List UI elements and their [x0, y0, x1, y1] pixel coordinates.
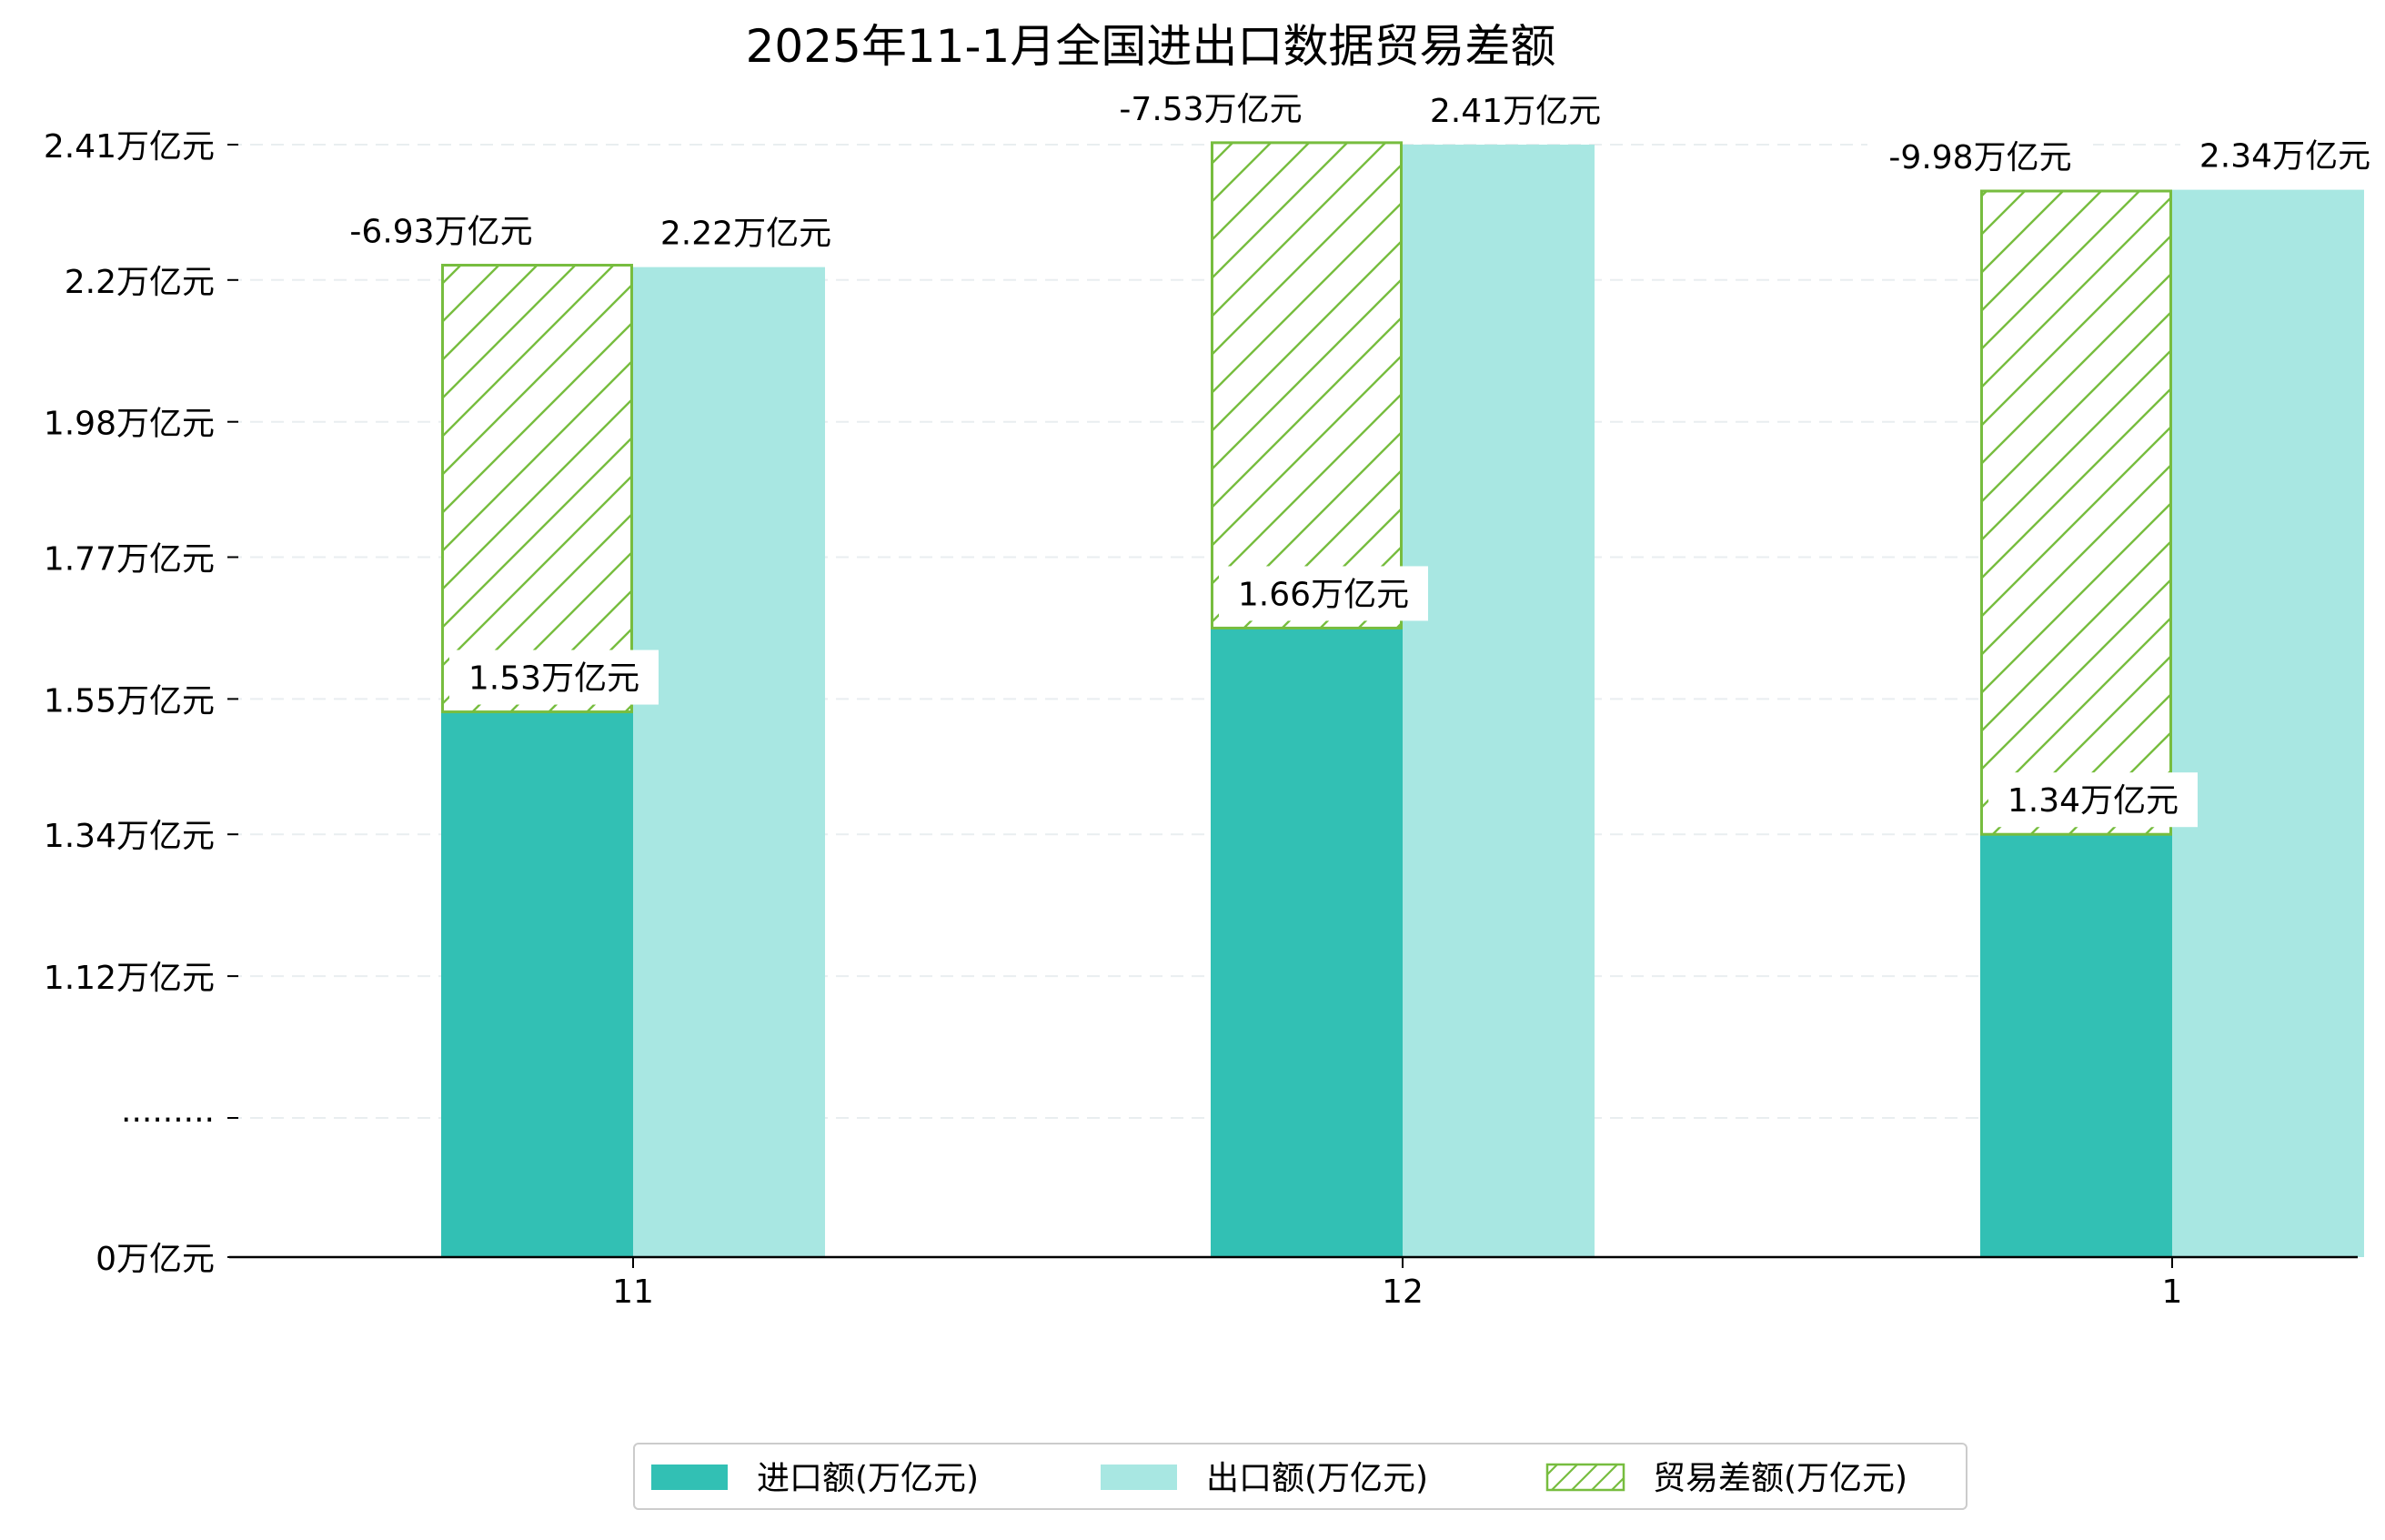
data-label-box	[328, 203, 554, 258]
data-label-box	[2180, 127, 2385, 183]
data-label-box	[449, 649, 659, 705]
legend-item-export: 出口额(万亿元)	[1101, 1460, 1428, 1497]
export-bar	[633, 267, 825, 1258]
legend-item-trade-balance: 贸易差额(万亿元)	[1545, 1460, 1907, 1497]
y-tick-label: 2.2万亿元	[65, 264, 215, 301]
data-label: 2.22万亿元	[660, 216, 831, 253]
x-axis-ticks: 11 12 1	[612, 1257, 2182, 1311]
chart-title: 2025年11-1月全国进出口数据贸易差额	[746, 20, 1556, 73]
data-label: 1.53万亿元	[468, 660, 639, 698]
data-label: 2.41万亿元	[1430, 93, 1601, 130]
data-label: 1.34万亿元	[2008, 782, 2179, 820]
legend: 进口额(万亿元) 出口额(万亿元) 贸易差额(万亿元)	[633, 1443, 1967, 1510]
y-tick-label: 1.77万亿元	[44, 541, 215, 579]
data-label-box	[1219, 566, 1428, 621]
legend-label: 出口额(万亿元)	[1206, 1460, 1428, 1497]
x-tick-label: 1	[2162, 1273, 2183, 1311]
legend-label: 进口额(万亿元)	[757, 1460, 979, 1497]
import-bar	[1980, 834, 2172, 1257]
data-label: 1.66万亿元	[1238, 576, 1409, 613]
data-label-box	[1098, 80, 1323, 136]
y-tick-label: ·········	[121, 1102, 215, 1139]
data-label-box	[1411, 83, 1620, 137]
legend-frame	[633, 1443, 1967, 1510]
y-tick-label: 1.55万亿元	[44, 682, 215, 720]
trade-balance-bar	[1211, 141, 1403, 629]
data-label-box	[641, 205, 850, 260]
y-tick-label: 0万亿元	[96, 1241, 215, 1278]
x-tick-label: 11	[612, 1273, 654, 1311]
legend-swatch	[651, 1465, 728, 1490]
legend-label: 贸易差额(万亿元)	[1653, 1460, 1907, 1497]
y-tick-label: 1.12万亿元	[44, 960, 215, 997]
data-labels: -6.93万亿元 2.22万亿元 1.53万亿元 -7.53万亿元 2.41万亿元 1.6…	[328, 80, 2385, 828]
y-tick-label: 1.34万亿元	[44, 818, 215, 855]
data-label: -6.93万亿元	[349, 214, 532, 251]
y-axis-ticks: 0万亿元 ········· 1.12万亿元 1.34万亿元 1.55万亿元 1.77万亿…	[44, 128, 238, 1278]
import-bar	[441, 711, 633, 1257]
legend-item-import: 进口额(万亿元)	[651, 1460, 979, 1497]
trade-balance-bar	[1980, 189, 2172, 836]
y-tick-label: 2.41万亿元	[44, 128, 215, 166]
data-label: -7.53万亿元	[1119, 91, 1302, 128]
x-tick-label: 12	[1382, 1273, 1424, 1311]
data-label: -9.98万亿元	[1888, 139, 2071, 176]
trade-balance-bar	[441, 264, 633, 714]
bars	[441, 141, 2364, 1258]
data-label-box	[1988, 772, 2198, 828]
data-label: 2.34万亿元	[2199, 138, 2370, 176]
legend-swatch	[1545, 1463, 1625, 1492]
import-bar	[1211, 628, 1403, 1257]
export-bar	[1403, 145, 1595, 1257]
data-label-box	[1867, 129, 2093, 185]
export-bar	[2172, 189, 2364, 1257]
y-tick-label: 1.98万亿元	[44, 406, 215, 443]
legend-swatch	[1101, 1465, 1177, 1490]
